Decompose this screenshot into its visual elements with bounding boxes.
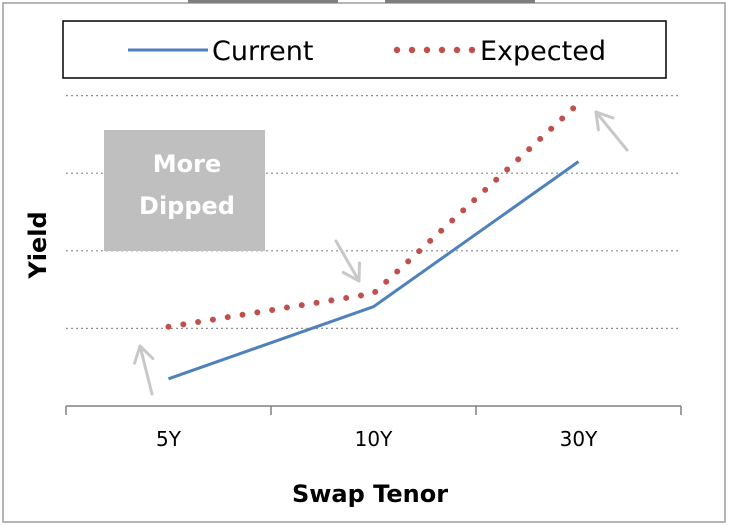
title-remnant-left bbox=[188, 0, 338, 3]
legend: Current Expected bbox=[63, 21, 666, 78]
more-dipped-line-2: Dipped bbox=[139, 192, 235, 220]
legend-dot-4 bbox=[454, 47, 460, 53]
legend-dot-3 bbox=[439, 47, 445, 53]
more-dipped-line-1: More bbox=[153, 150, 221, 178]
legend-dot-0 bbox=[394, 47, 400, 53]
x-axis-title: Swap Tenor bbox=[292, 480, 448, 508]
legend-label-current: Current bbox=[212, 36, 313, 67]
legend-dot-1 bbox=[409, 47, 415, 53]
y-axis-title: Yield bbox=[24, 211, 52, 279]
x-tick-label-30Y: 30Y bbox=[560, 427, 598, 451]
x-tick-label-10Y: 10Y bbox=[355, 427, 393, 451]
legend-label-expected: Expected bbox=[480, 36, 606, 67]
x-tick-label-5Y: 5Y bbox=[156, 427, 182, 451]
annotation-layer: More Dipped bbox=[104, 130, 265, 251]
legend-dot-5 bbox=[469, 47, 475, 53]
more-dipped-box bbox=[104, 130, 265, 251]
title-remnant-right bbox=[385, 0, 535, 3]
legend-dot-2 bbox=[424, 47, 430, 53]
